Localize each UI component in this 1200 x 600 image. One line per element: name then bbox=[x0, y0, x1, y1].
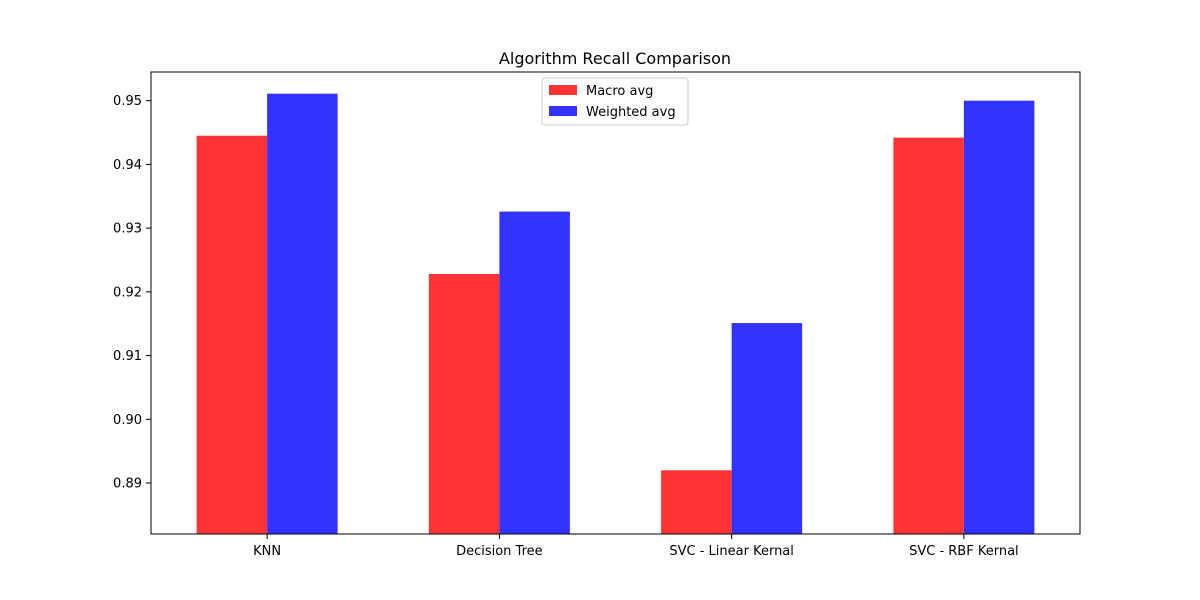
legend: Macro avg Weighted avg bbox=[541, 77, 689, 126]
legend-label-macro-avg: Macro avg bbox=[586, 84, 653, 99]
x-tick-label: Decision Tree bbox=[456, 544, 543, 559]
bar-weighted-avg-svc-linear-kernal bbox=[731, 323, 803, 534]
chart-title: Algorithm Recall Comparison bbox=[499, 49, 731, 68]
y-tick-label: 0.93 bbox=[113, 222, 142, 237]
bar-macro-avg-svc-rbf-kernal bbox=[893, 137, 964, 534]
bar-weighted-avg-decision-tree bbox=[499, 211, 570, 534]
bars-layer bbox=[196, 93, 1035, 535]
legend-swatch-weighted-avg bbox=[549, 106, 577, 116]
x-tick-label: KNN bbox=[253, 544, 281, 559]
y-tick-label: 0.92 bbox=[113, 285, 142, 300]
legend-swatch-macro-avg bbox=[549, 85, 577, 95]
y-tick-label: 0.91 bbox=[113, 349, 142, 364]
bar-weighted-avg-svc-rbf-kernal bbox=[963, 100, 1035, 535]
y-tick-label: 0.95 bbox=[113, 94, 142, 109]
y-tick-label: 0.90 bbox=[113, 413, 142, 428]
legend-label-weighted-avg: Weighted avg bbox=[586, 105, 676, 120]
bar-weighted-avg-knn bbox=[267, 93, 338, 535]
plot-frame bbox=[150, 71, 1081, 535]
bar-macro-avg-knn bbox=[196, 135, 268, 534]
x-tick-label: SVC - Linear Kernal bbox=[669, 544, 794, 559]
axes-layer: 0.89 0.90 0.91 0.92 0.93 0.94 0.95 KNN Decision … bbox=[113, 71, 1081, 559]
bar-macro-avg-svc-linear-kernal bbox=[661, 470, 732, 534]
bar-macro-avg-decision-tree bbox=[428, 274, 500, 534]
legend-box bbox=[541, 77, 689, 126]
y-tick-label: 0.89 bbox=[113, 477, 142, 492]
y-tick-label: 0.94 bbox=[113, 158, 142, 173]
x-tick-label: SVC - RBF Kernal bbox=[909, 544, 1019, 559]
